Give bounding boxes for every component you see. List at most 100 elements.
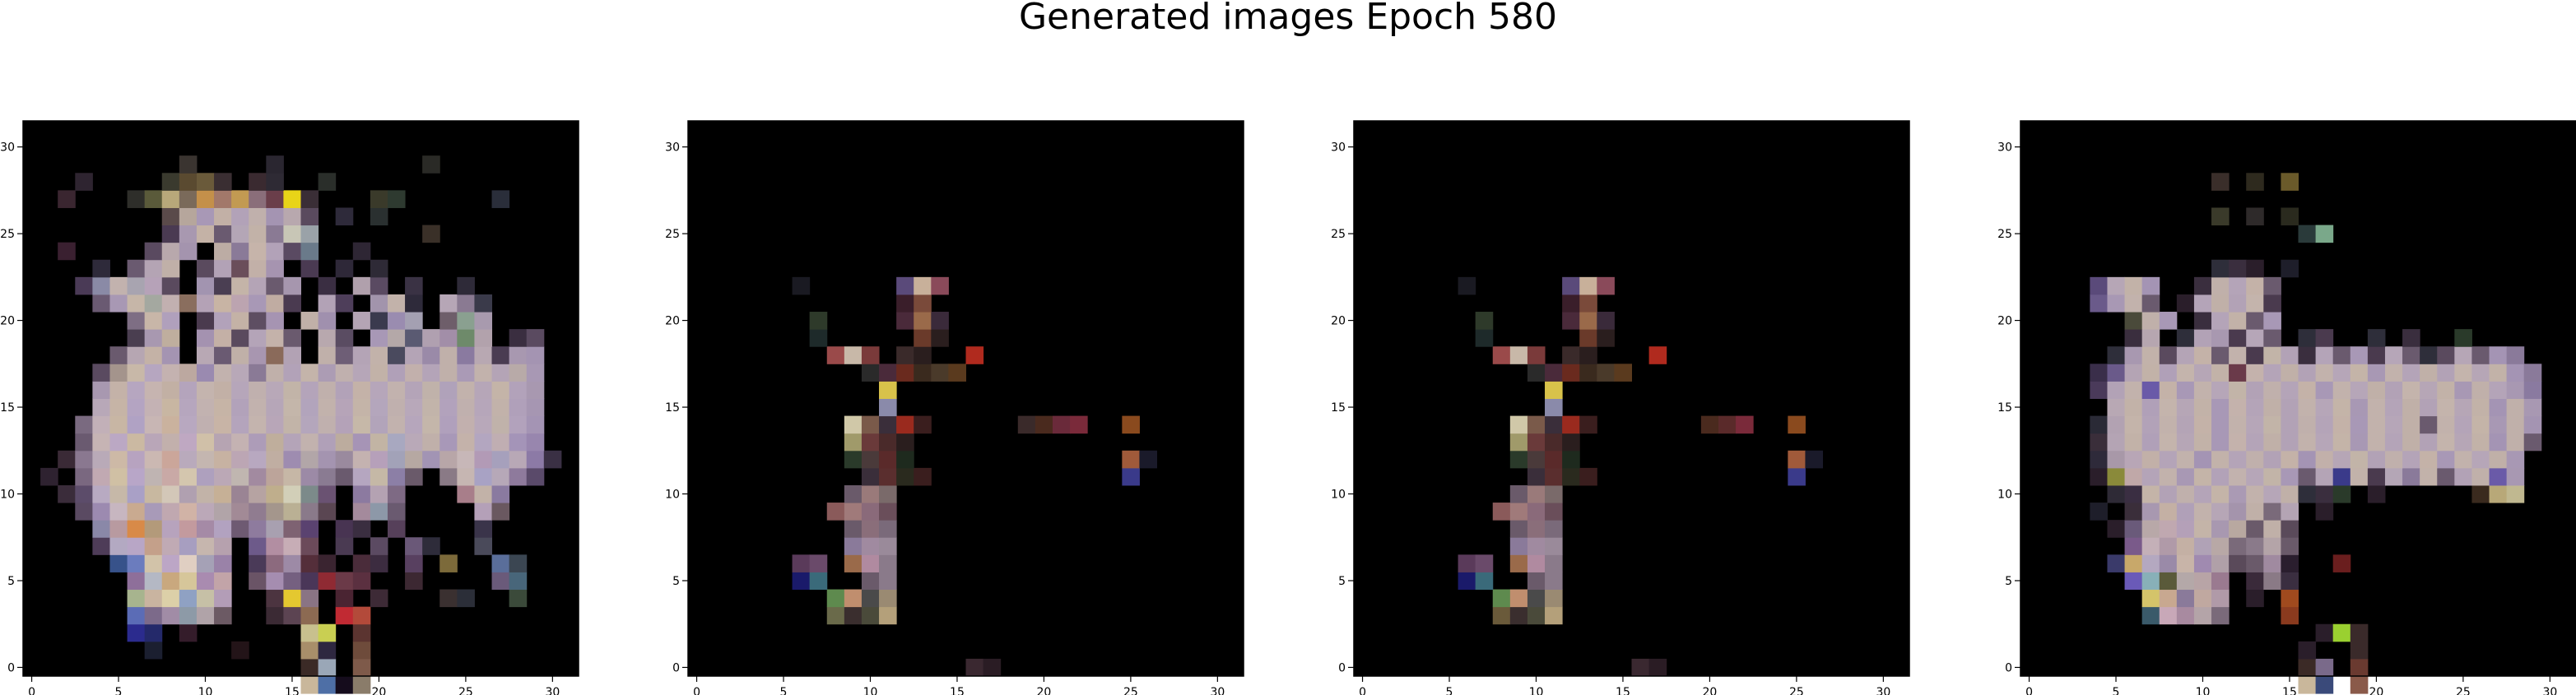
- image-pixel: [491, 381, 510, 399]
- image-pixel: [214, 484, 232, 503]
- image-pixel: [231, 276, 249, 295]
- image-pixel: [1527, 520, 1546, 538]
- image-pixel: [2229, 381, 2247, 399]
- image-pixel: [2402, 329, 2420, 347]
- image-pixel: [2281, 537, 2299, 555]
- image-pixel: [161, 381, 180, 399]
- image-panel-3: 0 5 10 15 20 25 30 0 5 10 15 20 25 30: [1331, 120, 1910, 695]
- image-pixel: [2176, 606, 2195, 625]
- image-pixel: [2176, 450, 2195, 469]
- image-pixel: [335, 207, 354, 226]
- image-pixel: [439, 398, 458, 417]
- x-tick-label: 15: [1616, 686, 1630, 695]
- image-pixel: [2211, 572, 2230, 591]
- image-pixel: [179, 589, 198, 608]
- image-pixel: [2315, 225, 2334, 243]
- image-pixel: [2246, 467, 2264, 486]
- image-pixel: [144, 537, 163, 555]
- image-pixel: [2159, 312, 2178, 330]
- image-pixel: [266, 294, 284, 313]
- image-pixel: [2298, 329, 2317, 347]
- image-pixel: [2437, 433, 2455, 452]
- image-pixel: [439, 433, 458, 452]
- image-pixel: [2141, 364, 2160, 382]
- image-pixel: [249, 346, 267, 364]
- image-pixel: [2263, 572, 2281, 591]
- image-pixel: [318, 294, 337, 313]
- image-pixel: [196, 259, 215, 278]
- image-pixel: [283, 554, 301, 572]
- image-pixel: [509, 554, 528, 572]
- image-pixel: [2367, 484, 2386, 503]
- image-pixel: [1579, 415, 1597, 434]
- image-pixel: [2211, 467, 2230, 486]
- image-pixel: [387, 415, 406, 434]
- image-pixel: [2193, 346, 2212, 364]
- image-pixel: [127, 450, 146, 469]
- image-pixel: [2350, 433, 2369, 452]
- image-pixel: [2281, 484, 2299, 503]
- image-pixel: [231, 294, 249, 313]
- image-pixel: [861, 537, 880, 555]
- image-pixel: [109, 537, 128, 555]
- image-pixel: [2193, 381, 2212, 399]
- image-pixel: [249, 294, 267, 313]
- image-pixel: [457, 467, 475, 486]
- image-pixel: [335, 537, 354, 555]
- image-pixel: [214, 329, 232, 347]
- image-pixel: [2315, 433, 2334, 452]
- image-pixel: [231, 520, 249, 538]
- image-pixel: [2384, 364, 2403, 382]
- image-pixel: [335, 364, 354, 382]
- image-pixel: [2211, 294, 2230, 313]
- image-pixel: [2229, 415, 2247, 434]
- image-pixel: [1527, 554, 1546, 572]
- image-pixel: [2090, 415, 2108, 434]
- image-pixel: [370, 259, 388, 278]
- image-pixel: [2107, 467, 2126, 486]
- image-pixel: [2159, 433, 2178, 452]
- image-pixel: [300, 554, 319, 572]
- image-pixel: [370, 433, 388, 452]
- image-pixel: [300, 450, 319, 469]
- image-pixel: [109, 450, 128, 469]
- image-pixel: [214, 503, 232, 521]
- image-pixel: [809, 329, 828, 347]
- image-pixel: [161, 520, 180, 538]
- image-pixel: [2229, 259, 2247, 278]
- image-pixel: [249, 242, 267, 261]
- image-pixel: [2454, 467, 2472, 486]
- image-pixel: [2211, 484, 2230, 503]
- image-pixel: [370, 312, 388, 330]
- image-pixel: [249, 225, 267, 243]
- image-pixel: [2141, 554, 2160, 572]
- image-pixel: [387, 467, 406, 486]
- image-pixel: [300, 676, 319, 694]
- image-pixel: [214, 572, 232, 591]
- image-pixel: [196, 520, 215, 538]
- image-pixel: [1597, 329, 1615, 347]
- image-pixel: [144, 520, 163, 538]
- image-pixel: [196, 467, 215, 486]
- image-pixel: [422, 450, 440, 469]
- image-pixel: [2229, 503, 2247, 521]
- image-pixel: [75, 467, 93, 486]
- image-pixel: [127, 190, 146, 208]
- image-pixel: [300, 467, 319, 486]
- image-pixel: [474, 503, 493, 521]
- image-pixel: [1509, 554, 1528, 572]
- image-pixel: [387, 190, 406, 208]
- image-pixel: [2471, 450, 2490, 469]
- image-pixel: [2263, 329, 2281, 347]
- image-pixel: [2176, 364, 2195, 382]
- image-pixel: [352, 606, 371, 625]
- image-pixel: [2384, 433, 2403, 452]
- image-pixel: [879, 467, 897, 486]
- image-pixel: [879, 503, 897, 521]
- image-pixel: [300, 259, 319, 278]
- image-pixel: [1509, 520, 1528, 538]
- image-pixel: [1527, 433, 1546, 452]
- image-pixel: [1492, 606, 1511, 625]
- image-pixel: [2107, 294, 2126, 313]
- image-pixel: [179, 415, 198, 434]
